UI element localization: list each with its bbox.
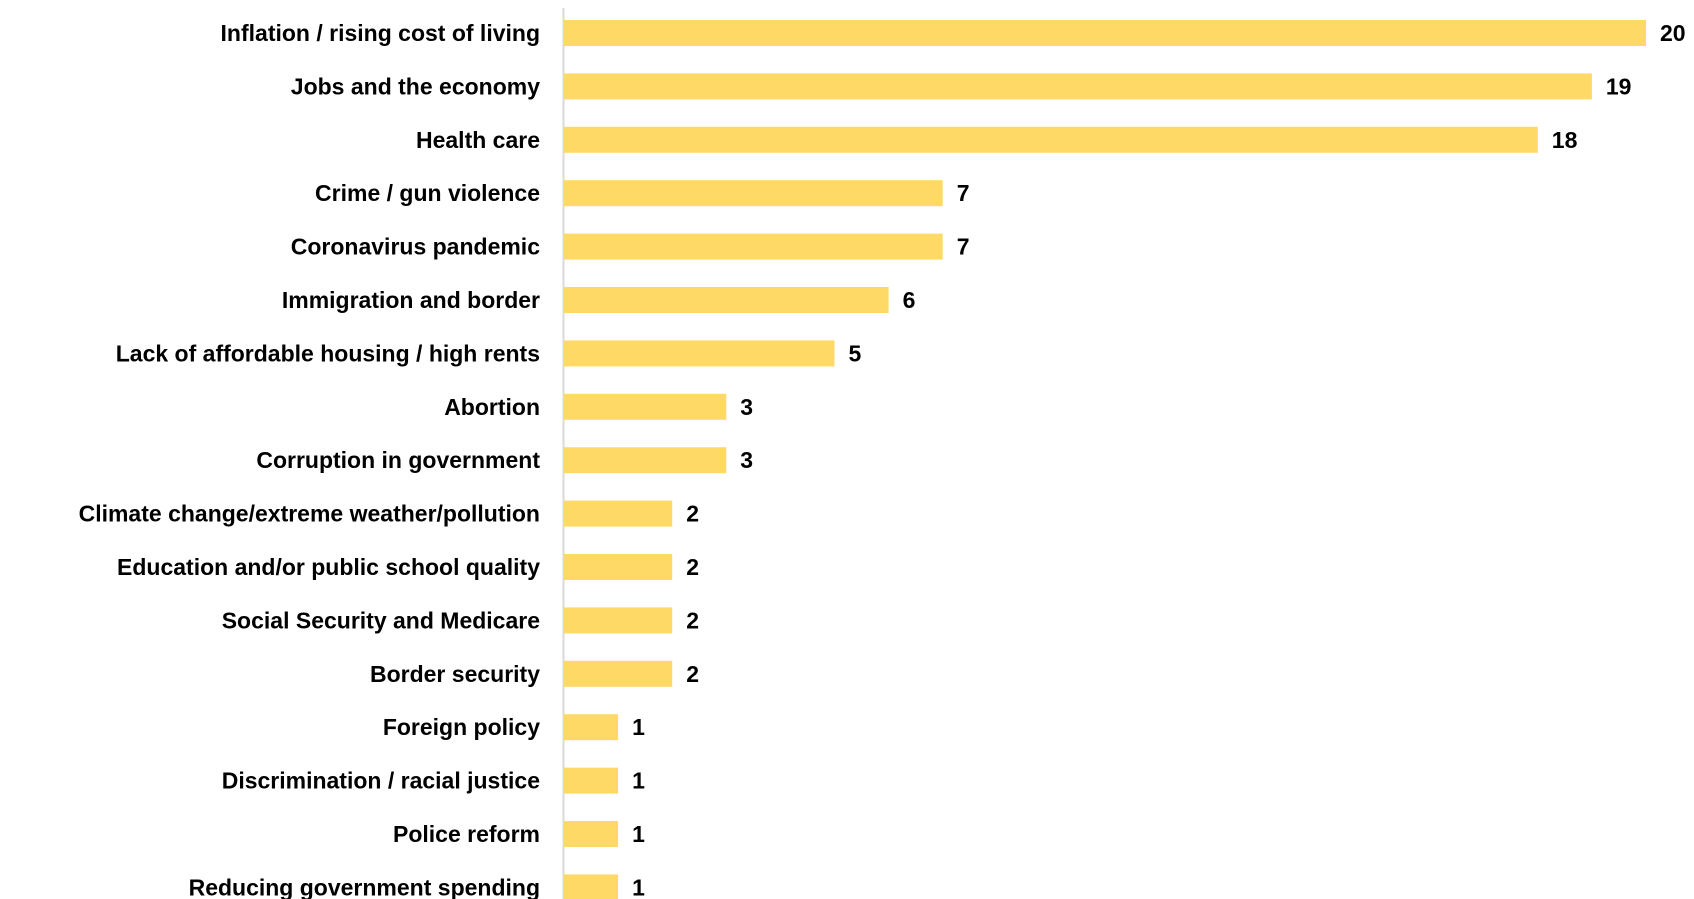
category-label: Coronavirus pandemic — [291, 234, 540, 260]
bar — [564, 180, 943, 207]
category-label: Lack of affordable housing / high rents — [116, 340, 540, 366]
value-label: 7 — [957, 180, 970, 206]
value-label: 7 — [957, 234, 970, 260]
bar — [564, 767, 619, 794]
value-label: 2 — [686, 501, 699, 527]
bar — [564, 340, 835, 367]
value-labels: 20 19 18 7 7 6 5 3 3 2 2 2 2 1 1 1 1 — [632, 20, 1685, 899]
bar — [564, 287, 889, 313]
category-label: Social Security and Medicare — [222, 607, 540, 633]
value-label: 6 — [903, 287, 916, 313]
bar — [564, 714, 619, 741]
category-label: Inflation / rising cost of living — [221, 20, 540, 46]
value-label: 19 — [1606, 73, 1632, 99]
value-label: 1 — [632, 714, 645, 740]
value-label: 3 — [740, 447, 753, 473]
bar — [564, 447, 727, 474]
category-label: Crime / gun violence — [315, 180, 540, 206]
bar — [564, 500, 673, 527]
category-label: Education and/or public school quality — [117, 554, 540, 580]
value-label: 5 — [849, 340, 862, 366]
bar — [564, 821, 619, 847]
category-label: Border security — [370, 661, 540, 687]
bar — [564, 554, 673, 580]
value-label: 1 — [632, 768, 645, 794]
category-label: Immigration and border — [282, 287, 540, 313]
category-label: Police reform — [393, 821, 540, 847]
bar — [564, 20, 1646, 46]
value-label: 3 — [740, 394, 753, 420]
category-label: Climate change/extreme weather/pollution — [79, 501, 540, 527]
bar — [564, 126, 1538, 153]
value-label: 1 — [632, 821, 645, 847]
bar — [564, 607, 673, 634]
value-label: 2 — [686, 661, 699, 687]
bar — [564, 874, 619, 899]
category-labels: Inflation / rising cost of living Jobs an… — [79, 20, 541, 899]
category-label: Abortion — [444, 394, 540, 420]
value-label: 18 — [1552, 127, 1578, 153]
value-label: 1 — [632, 874, 645, 899]
category-label: Health care — [416, 127, 540, 153]
category-label: Discrimination / racial justice — [222, 768, 540, 794]
bar — [564, 393, 727, 420]
value-label: 20 — [1660, 20, 1686, 46]
category-label: Reducing government spending — [189, 874, 540, 899]
bars — [564, 20, 1646, 899]
value-label: 2 — [686, 554, 699, 580]
bar — [564, 233, 943, 260]
value-label: 2 — [686, 607, 699, 633]
category-label: Jobs and the economy — [291, 73, 540, 99]
bar — [564, 73, 1592, 100]
category-label: Corruption in government — [256, 447, 540, 473]
bar — [564, 660, 673, 687]
category-label: Foreign policy — [383, 714, 540, 740]
